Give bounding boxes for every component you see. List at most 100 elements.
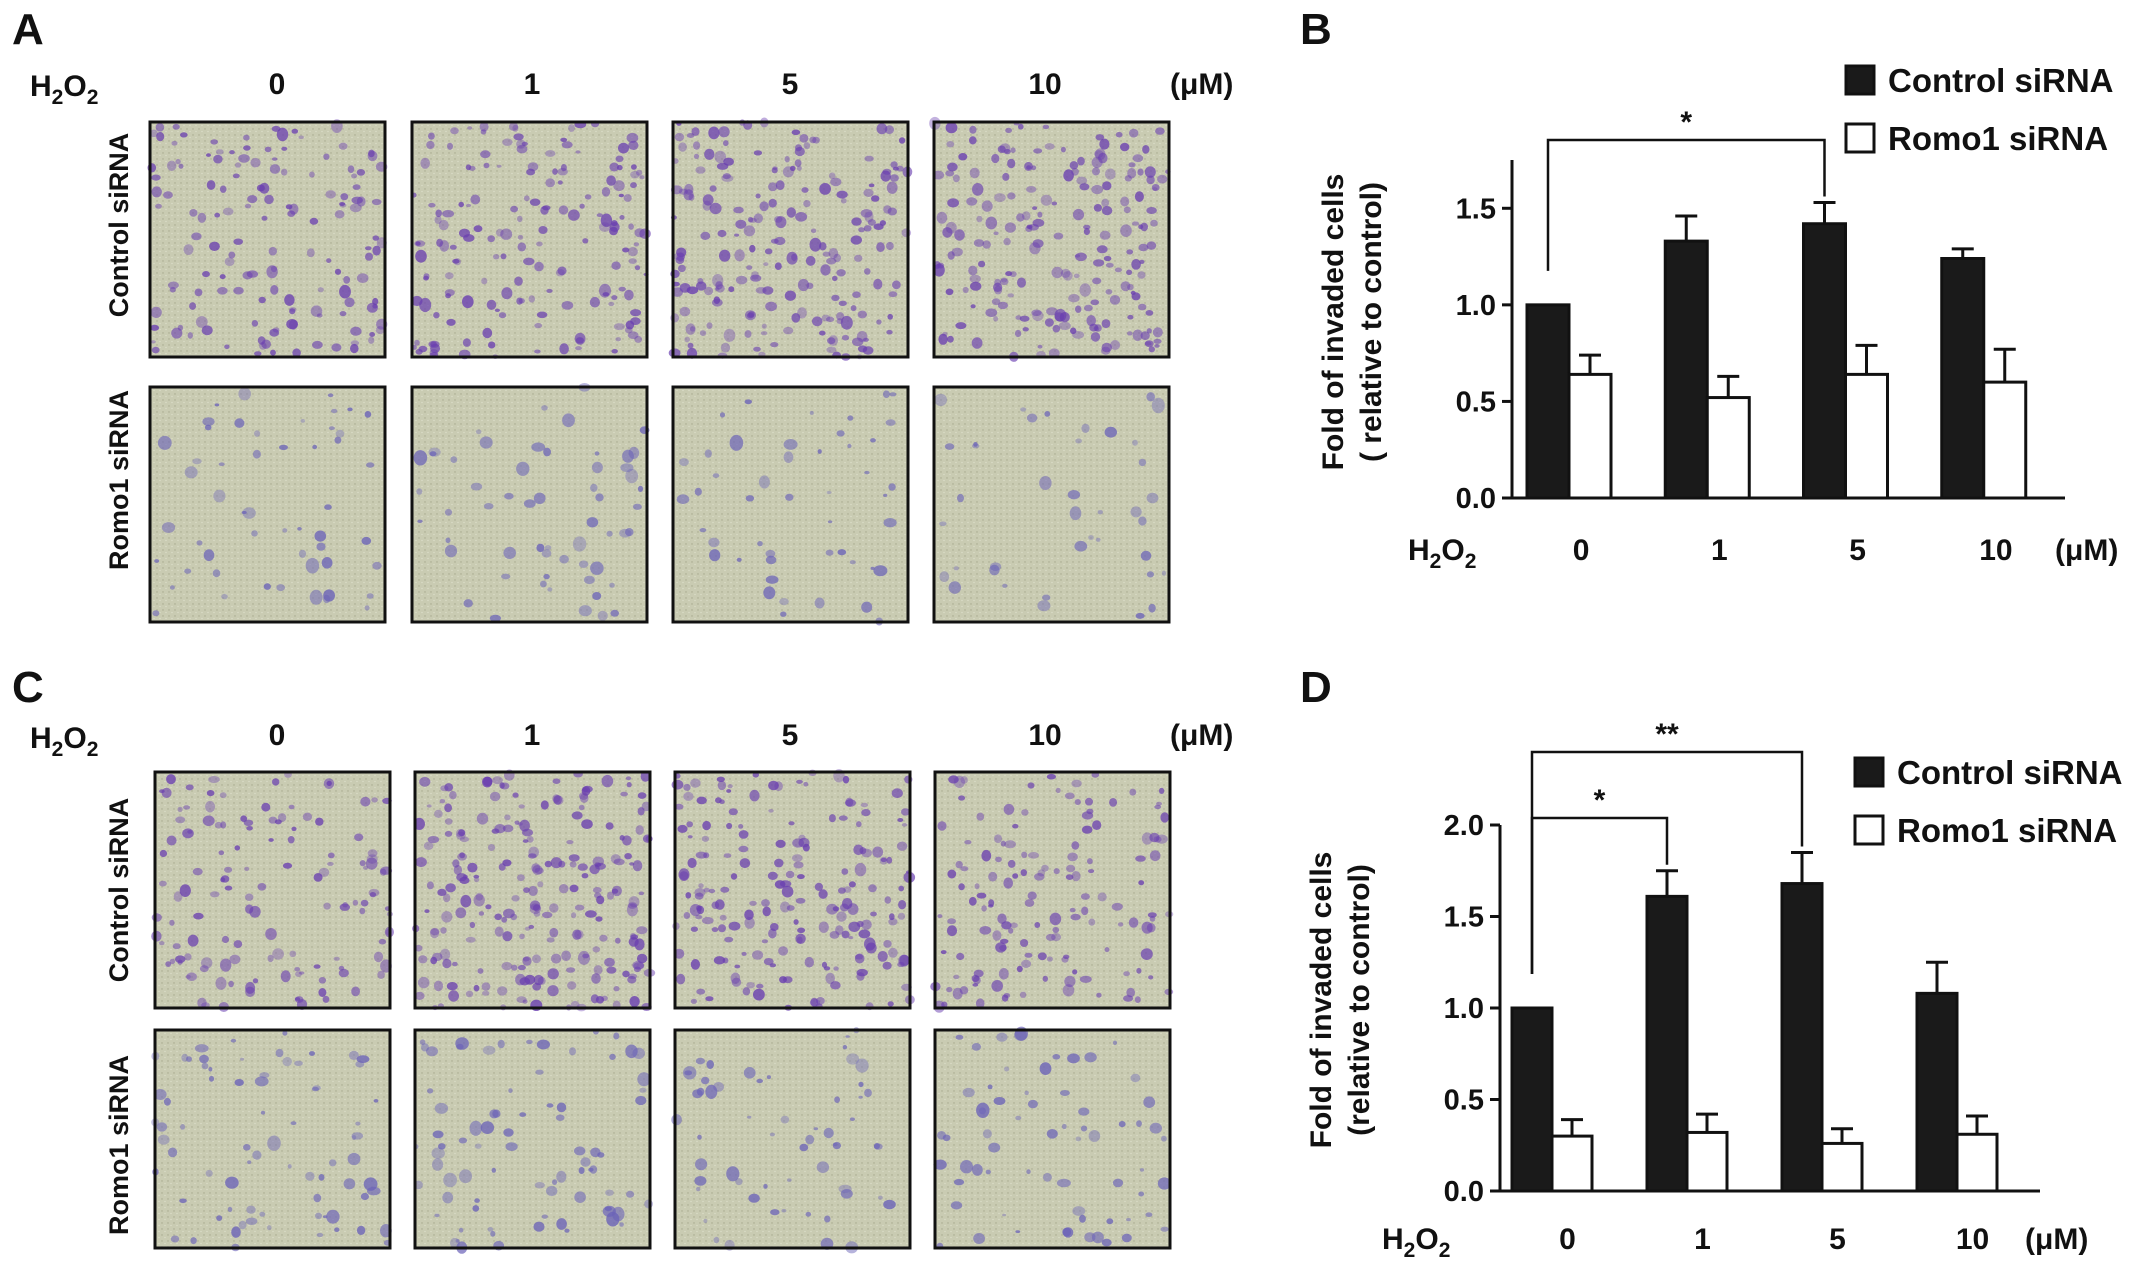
stained-cell — [699, 330, 707, 336]
stained-cell — [1140, 331, 1150, 340]
stained-cell — [473, 225, 483, 233]
stained-cell — [501, 573, 511, 580]
stained-cell — [1002, 583, 1008, 588]
stained-cell — [191, 232, 202, 241]
stained-cell — [245, 981, 256, 994]
stained-cell — [1084, 1232, 1096, 1243]
micrograph-texture — [150, 387, 385, 622]
stained-cell — [1149, 850, 1161, 862]
stained-cell — [432, 952, 443, 962]
stained-cell — [698, 883, 704, 889]
stained-cell — [352, 899, 359, 906]
stained-cell — [954, 229, 965, 241]
stained-cell — [462, 338, 471, 347]
stained-cell — [327, 852, 335, 859]
stained-cell — [738, 830, 749, 839]
stained-cell — [695, 914, 703, 920]
stained-cell — [855, 1058, 869, 1073]
stained-cell — [536, 311, 548, 319]
panel-b: B Fold of invaded cells ( relative to co… — [1300, 5, 2118, 573]
stained-cell — [222, 207, 234, 216]
stained-cell — [779, 880, 792, 888]
stained-cell — [989, 564, 1000, 576]
stained-cell — [1004, 222, 1016, 233]
stained-cell — [1101, 342, 1112, 353]
stained-cell — [723, 853, 732, 858]
stained-cell — [522, 957, 530, 962]
stained-cell — [269, 164, 281, 174]
stained-cell — [417, 519, 423, 523]
stained-cell — [1096, 245, 1108, 254]
stained-cell — [208, 1067, 213, 1072]
stained-cell — [172, 123, 180, 130]
stained-cell — [618, 142, 629, 154]
stained-cell — [817, 449, 822, 454]
stained-cell — [679, 458, 689, 467]
stained-cell — [566, 840, 574, 845]
stained-cell — [1109, 798, 1118, 807]
stained-cell — [599, 222, 611, 232]
stained-cell — [197, 212, 207, 223]
stained-cell — [1026, 413, 1038, 423]
stained-cell — [181, 1053, 189, 1062]
stained-cell — [189, 302, 197, 310]
stained-cell — [723, 140, 729, 147]
stained-cell — [417, 976, 430, 989]
stained-cell — [805, 1134, 815, 1145]
stained-cell — [419, 1039, 426, 1045]
stained-cell — [445, 272, 454, 280]
stained-cell — [749, 900, 757, 906]
stained-cell — [994, 834, 1002, 843]
stained-cell — [1130, 506, 1142, 518]
stained-cell — [1088, 535, 1094, 540]
stained-cell — [988, 904, 994, 908]
stained-cell — [206, 153, 211, 157]
stained-cell — [675, 256, 685, 265]
x-tick-label: 5 — [1849, 534, 1866, 567]
stained-cell — [774, 216, 783, 223]
legend-swatch — [1853, 814, 1885, 846]
stained-cell — [768, 198, 777, 208]
stained-cell — [252, 449, 261, 459]
stained-cell — [517, 215, 523, 223]
stained-cell — [519, 977, 531, 986]
stained-cell — [882, 390, 890, 398]
stained-cell — [238, 1220, 247, 1230]
stained-cell — [590, 1147, 601, 1158]
stained-cell — [363, 865, 369, 870]
stained-cell — [302, 812, 313, 821]
stained-cell — [733, 206, 744, 214]
stained-cell — [228, 980, 234, 988]
stained-cell — [995, 942, 1007, 953]
stained-cell — [704, 449, 712, 458]
stained-cell — [635, 1095, 647, 1106]
stained-cell — [560, 164, 567, 172]
stained-cell — [804, 956, 814, 968]
stained-cell — [774, 858, 784, 868]
stained-cell — [500, 228, 513, 240]
stained-cell — [724, 936, 734, 943]
stained-cell — [315, 817, 324, 826]
stained-cell — [615, 337, 621, 342]
stained-cell — [1009, 922, 1018, 929]
x-tick-label: 0 — [1559, 1223, 1576, 1256]
stained-cell — [218, 850, 225, 856]
stained-cell — [683, 791, 694, 801]
stained-cell — [827, 337, 836, 345]
stained-cell — [541, 549, 552, 558]
stained-cell — [589, 864, 600, 875]
concentration-label: 5 — [782, 719, 799, 752]
stained-cell — [709, 202, 722, 215]
stained-cell — [797, 278, 810, 292]
stained-cell — [1136, 967, 1142, 974]
stained-cell — [742, 987, 751, 996]
stained-cell — [545, 178, 555, 188]
stained-cell — [586, 517, 599, 528]
row-label-control: Control siRNA — [104, 798, 134, 983]
stained-cell — [1071, 841, 1080, 850]
stained-cell — [887, 1001, 894, 1007]
stained-cell — [326, 258, 332, 263]
stained-cell — [322, 995, 330, 1003]
stained-cell — [574, 1146, 586, 1156]
micrograph-frame — [932, 385, 1171, 624]
